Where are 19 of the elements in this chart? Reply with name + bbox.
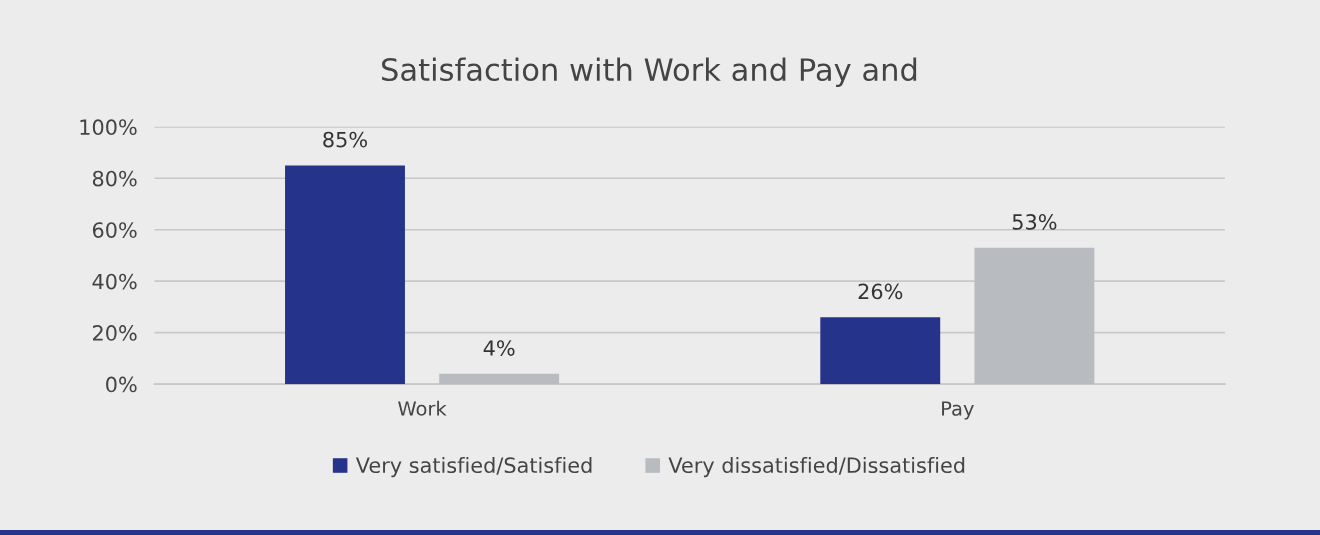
y-tick-label: 60% <box>92 222 137 238</box>
chart-title: Satisfaction with Work and Pay and <box>382 57 917 88</box>
y-tick-label: 100% <box>80 119 137 136</box>
data-label: 53% <box>1012 214 1057 230</box>
x-tick-label: Pay <box>942 401 974 420</box>
bar <box>285 165 405 385</box>
bar <box>439 373 560 385</box>
y-tick-label: 40% <box>92 273 137 290</box>
y-tick-label: 80% <box>92 170 137 187</box>
legend-label: Very satisfied/Satisfied <box>355 456 592 478</box>
y-tick-label: 0% <box>106 376 137 393</box>
data-label: 26% <box>858 283 903 300</box>
data-label: 4% <box>483 340 515 356</box>
bar <box>974 247 1095 385</box>
x-tick-label: Work <box>398 400 447 416</box>
y-tick-label: 20% <box>92 325 137 341</box>
bar <box>820 317 941 385</box>
legend-label: Very dissatisfied/Dissatisfied <box>668 456 965 478</box>
data-label: 85% <box>323 131 367 148</box>
